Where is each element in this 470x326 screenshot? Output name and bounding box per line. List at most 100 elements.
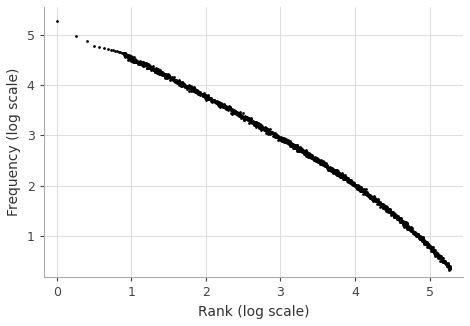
Point — [159, 70, 166, 75]
Point — [288, 143, 296, 148]
Point — [215, 101, 222, 106]
Point — [409, 231, 416, 236]
Point — [188, 86, 195, 91]
Point — [368, 194, 376, 199]
Point — [218, 100, 225, 105]
Point — [374, 200, 382, 205]
Point — [217, 104, 224, 109]
Point — [267, 130, 274, 136]
Point — [275, 136, 282, 141]
Point — [154, 69, 161, 74]
Point — [303, 152, 310, 157]
Point — [254, 120, 262, 126]
Point — [278, 136, 285, 141]
Point — [389, 210, 397, 215]
Point — [153, 69, 161, 75]
Point — [166, 77, 174, 82]
Point — [310, 156, 318, 161]
Point — [233, 110, 241, 115]
Point — [384, 206, 391, 211]
Point — [137, 62, 145, 67]
Point — [309, 155, 316, 160]
Point — [315, 157, 323, 163]
Point — [175, 82, 183, 87]
Point — [377, 202, 384, 207]
Point — [290, 142, 298, 148]
Point — [393, 215, 400, 220]
Point — [208, 98, 216, 103]
Point — [197, 91, 205, 96]
Point — [164, 73, 172, 78]
Point — [132, 57, 139, 63]
Point — [233, 110, 241, 115]
Point — [368, 196, 376, 201]
Point — [258, 127, 265, 132]
Point — [415, 234, 423, 239]
Point — [309, 155, 317, 160]
Point — [322, 163, 329, 168]
Point — [246, 119, 254, 124]
Point — [198, 92, 206, 97]
Point — [413, 233, 420, 239]
Point — [359, 187, 366, 192]
Point — [311, 155, 319, 160]
Point — [226, 106, 233, 111]
Point — [443, 261, 450, 267]
Point — [434, 252, 442, 257]
Point — [183, 86, 190, 91]
Point — [442, 261, 449, 266]
Point — [336, 171, 344, 176]
Point — [392, 215, 399, 220]
Point — [427, 245, 435, 251]
Point — [311, 154, 318, 159]
Point — [216, 100, 223, 106]
Point — [396, 218, 404, 224]
Point — [179, 81, 187, 86]
Point — [332, 169, 339, 174]
Point — [311, 156, 318, 161]
Point — [200, 94, 207, 99]
Point — [177, 81, 184, 86]
Point — [269, 130, 276, 135]
Point — [386, 210, 393, 215]
Point — [359, 187, 367, 192]
Point — [347, 178, 355, 183]
Point — [427, 248, 435, 253]
Point — [131, 58, 139, 63]
Point — [385, 208, 392, 214]
Point — [212, 101, 220, 106]
Point — [273, 134, 280, 139]
Point — [364, 192, 372, 197]
Point — [104, 47, 111, 52]
Point — [171, 78, 178, 83]
Point — [125, 54, 133, 59]
Point — [329, 168, 337, 173]
Point — [321, 161, 329, 167]
Point — [185, 84, 193, 90]
Point — [299, 149, 307, 155]
Point — [232, 110, 239, 115]
Point — [230, 109, 238, 114]
Point — [434, 254, 441, 259]
Point — [385, 207, 392, 212]
Point — [407, 229, 415, 234]
Point — [189, 85, 197, 91]
Point — [194, 89, 202, 94]
Point — [169, 78, 176, 83]
Point — [345, 177, 353, 183]
Point — [436, 254, 443, 259]
Point — [408, 228, 416, 233]
Point — [83, 38, 91, 43]
Point — [159, 73, 167, 78]
Point — [367, 193, 374, 198]
Point — [415, 235, 423, 240]
Point — [256, 125, 264, 130]
Point — [348, 182, 355, 187]
Point — [402, 223, 409, 228]
Point — [158, 70, 166, 76]
Point — [416, 237, 423, 242]
Point — [352, 182, 359, 187]
Point — [430, 249, 438, 254]
Point — [322, 161, 330, 166]
Point — [402, 220, 409, 225]
